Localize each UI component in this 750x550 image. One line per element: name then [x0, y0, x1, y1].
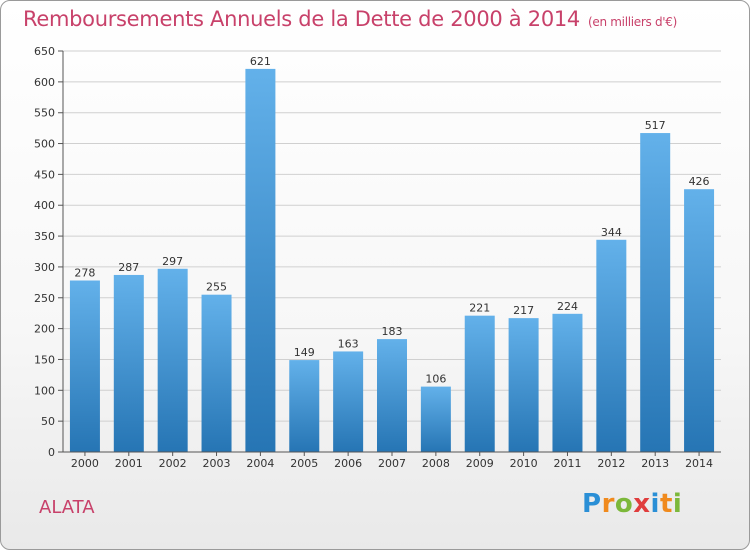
bar-value-label: 517 — [645, 119, 666, 132]
bar — [508, 318, 539, 452]
bar-value-label: 255 — [206, 281, 227, 294]
bar-value-label: 344 — [601, 226, 622, 239]
logo-letter: P — [582, 489, 602, 519]
chart-title-text: Remboursements Annuels de la Dette de 20… — [23, 7, 580, 31]
logo-letter: x — [633, 489, 651, 519]
logo-letter: i — [672, 489, 683, 519]
bar — [596, 239, 627, 452]
bar-value-label: 183 — [382, 325, 403, 338]
y-tick-label: 300 — [34, 261, 55, 274]
x-tick-label: 2001 — [115, 457, 143, 470]
commune-name: ALATA — [39, 497, 95, 518]
proxiti-logo: Proxiti — [582, 489, 682, 519]
bar-value-label: 621 — [250, 55, 271, 68]
y-tick-label: 0 — [48, 446, 55, 459]
x-tick-label: 2004 — [246, 457, 274, 470]
logo-letter: i — [650, 489, 660, 519]
bar-value-label: 426 — [689, 175, 710, 188]
bar — [640, 133, 671, 452]
bar-value-label: 297 — [162, 255, 183, 268]
bar — [333, 351, 364, 452]
y-tick-label: 200 — [34, 323, 55, 336]
bar — [377, 339, 407, 452]
x-tick-label: 2000 — [71, 457, 99, 470]
x-tick-label: 2009 — [466, 457, 494, 470]
y-tick-label: 150 — [34, 353, 55, 366]
bar — [464, 315, 495, 452]
x-tick-label: 2011 — [553, 457, 581, 470]
x-tick-label: 2010 — [510, 457, 538, 470]
x-tick-label: 2014 — [685, 457, 713, 470]
bar — [201, 294, 232, 452]
y-tick-label: 450 — [34, 168, 55, 181]
y-tick-label: 100 — [34, 384, 55, 397]
y-tick-label: 550 — [34, 107, 55, 120]
bar — [289, 360, 320, 452]
bar-value-label: 106 — [425, 373, 446, 386]
y-tick-label: 400 — [34, 199, 55, 212]
y-tick-label: 500 — [34, 138, 55, 151]
x-tick-label: 2012 — [597, 457, 625, 470]
bar — [684, 189, 715, 452]
logo-letter: r — [601, 489, 615, 519]
chart-subtitle: (en milliers d'€) — [588, 15, 678, 29]
y-tick-label: 600 — [34, 76, 55, 89]
bar-value-label: 224 — [557, 300, 578, 313]
bar — [69, 280, 100, 452]
bar — [245, 68, 276, 452]
logo-letter: t — [659, 489, 673, 519]
bar — [552, 313, 583, 452]
bar-value-label: 287 — [118, 261, 139, 274]
logo-letter: o — [614, 489, 634, 519]
bar-value-label: 221 — [469, 302, 490, 315]
y-tick-label: 50 — [41, 415, 55, 428]
bar-value-label: 217 — [513, 304, 534, 317]
x-tick-label: 2007 — [378, 457, 406, 470]
x-tick-label: 2003 — [203, 457, 231, 470]
bar-value-label: 163 — [338, 337, 359, 350]
y-tick-label: 350 — [34, 230, 55, 243]
x-tick-label: 2002 — [159, 457, 187, 470]
y-tick-label: 250 — [34, 292, 55, 305]
bar — [113, 274, 144, 452]
x-tick-label: 2008 — [422, 457, 450, 470]
bar — [157, 268, 188, 452]
x-tick-label: 2013 — [641, 457, 669, 470]
bar-value-label: 149 — [294, 346, 315, 359]
chart-title: Remboursements Annuels de la Dette de 20… — [23, 7, 677, 31]
bar-value-label: 278 — [74, 266, 95, 279]
x-tick-label: 2006 — [334, 457, 362, 470]
bar — [420, 386, 451, 452]
y-tick-label: 650 — [34, 45, 55, 58]
x-tick-label: 2005 — [290, 457, 318, 470]
